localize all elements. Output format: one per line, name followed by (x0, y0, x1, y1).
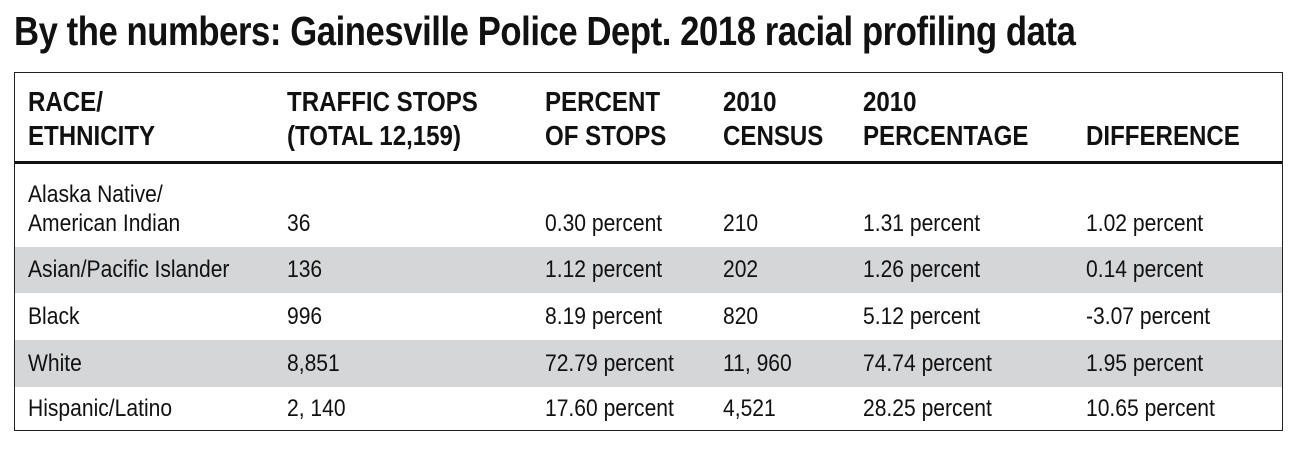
cell-census: 820 (723, 303, 759, 330)
cell-census-percentage: 1.26 percent (863, 256, 981, 283)
cell-percent-stops: 0.30 percent (545, 210, 663, 237)
cell-census-percentage: 74.74 percent (863, 350, 992, 377)
table-row: Black 996 8.19 percent 820 5.12 percent -3.07… (15, 293, 1282, 340)
table-row: Alaska Native/American Indian 36 0.30 perc… (15, 164, 1282, 247)
cell-census: 210 (723, 210, 759, 237)
table-row: Hispanic/Latino 2, 140 17.60 percent 4,521 2… (15, 387, 1282, 432)
cell-traffic-stops: 36 (287, 210, 311, 237)
cell-percent-stops: 1.12 percent (545, 256, 663, 283)
cell-percent-stops: 72.79 percent (545, 350, 674, 377)
cell-difference: 1.95 percent (1086, 350, 1204, 377)
cell-census: 11, 960 (723, 350, 792, 377)
cell-difference: 0.14 percent (1086, 256, 1204, 283)
cell-difference: 1.02 percent (1086, 210, 1204, 237)
cell-traffic-stops: 996 (287, 303, 323, 330)
header-traffic-stops: TRAFFIC STOPS (TOTAL 12,159) (287, 86, 478, 151)
cell-race: White (28, 350, 82, 377)
cell-census-percentage: 5.12 percent (863, 303, 981, 330)
cell-census-percentage: 28.25 percent (863, 395, 992, 422)
cell-census-percentage: 1.31 percent (863, 210, 981, 237)
cell-traffic-stops: 136 (287, 256, 323, 283)
cell-race: Black (28, 303, 80, 330)
cell-traffic-stops: 8,851 (287, 350, 340, 377)
header-percent-stops: PERCENT OF STOPS (545, 86, 667, 151)
cell-difference: -3.07 percent (1086, 303, 1211, 330)
header-race: RACE/ETHNICITY (28, 86, 156, 151)
data-table: RACE/ETHNICITY TRAFFIC STOPS (TOTAL 12,15… (14, 72, 1283, 431)
header-census: 2010 CENSUS (723, 86, 824, 151)
cell-traffic-stops: 2, 140 (287, 395, 346, 422)
header-census-percentage: 2010 PERCENTAGE (863, 86, 1029, 151)
cell-percent-stops: 8.19 percent (545, 303, 663, 330)
table-row: Asian/Pacific Islander 136 1.12 percent 202… (15, 247, 1282, 293)
cell-difference: 10.65 percent (1086, 395, 1215, 422)
cell-race: Alaska Native/American Indian (28, 181, 181, 237)
table-row: White 8,851 72.79 percent 11, 960 74.74 perc… (15, 340, 1282, 387)
cell-race: Hispanic/Latino (28, 395, 173, 422)
cell-percent-stops: 17.60 percent (545, 395, 674, 422)
cell-race: Asian/Pacific Islander (28, 256, 230, 283)
table-title: By the numbers: Gainesville Police Dept.… (14, 8, 1076, 54)
cell-census: 4,521 (723, 395, 776, 422)
header-difference: DIFFERENCE (1086, 120, 1240, 151)
table-header: RACE/ETHNICITY TRAFFIC STOPS (TOTAL 12,15… (15, 73, 1282, 164)
cell-census: 202 (723, 256, 759, 283)
